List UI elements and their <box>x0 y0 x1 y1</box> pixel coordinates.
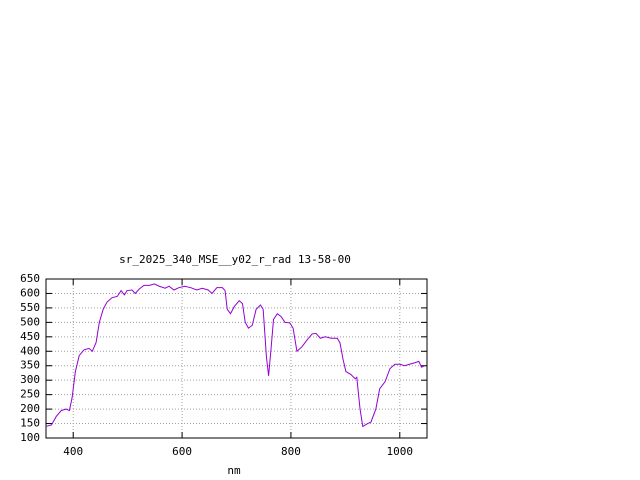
y-tick-label: 300 <box>20 373 40 386</box>
y-tick-label: 100 <box>20 431 40 444</box>
y-tick-label: 150 <box>20 417 40 430</box>
plot-border <box>45 278 428 439</box>
x-tick-label: 1000 <box>387 445 414 458</box>
x-axis-label: nm <box>227 464 241 477</box>
y-tick-label: 600 <box>20 286 40 299</box>
y-tick-label: 400 <box>20 344 40 357</box>
y-tick-label: 200 <box>20 402 40 415</box>
chart-title: sr_2025_340_MSE__y02_r_rad 13-58-00 <box>119 253 351 266</box>
x-tick-label: 600 <box>172 445 192 458</box>
y-tick-label: 450 <box>20 330 40 343</box>
y-tick-label: 650 <box>20 272 40 285</box>
x-tick-label: 400 <box>63 445 83 458</box>
y-tick-label: 550 <box>20 301 40 314</box>
y-tick-label: 250 <box>20 388 40 401</box>
data-line <box>45 283 426 428</box>
y-tick-label: 500 <box>20 315 40 328</box>
x-tick-label: 800 <box>281 445 301 458</box>
y-tick-label: 350 <box>20 359 40 372</box>
